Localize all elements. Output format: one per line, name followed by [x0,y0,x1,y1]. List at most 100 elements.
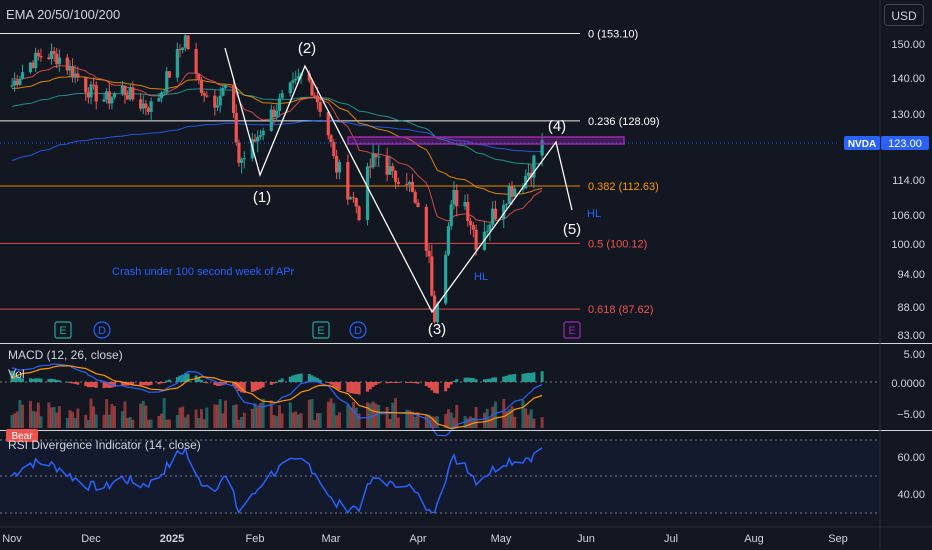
volume-bar[interactable] [318,413,322,428]
candle-body[interactable] [47,57,51,59]
candle-body[interactable] [18,79,22,85]
macd-histogram-bar[interactable] [371,382,375,387]
macd-histogram-bar[interactable] [463,377,467,382]
macd-histogram-bar[interactable] [21,378,25,382]
candle-body[interactable] [197,73,201,80]
macd-histogram-bar[interactable] [491,377,495,382]
macd-histogram-bar[interactable] [178,375,182,382]
macd-histogram-bar[interactable] [377,382,381,384]
volume-bar[interactable] [256,407,260,428]
volume-bar[interactable] [28,400,32,428]
volume-bar[interactable] [36,402,40,428]
candle-body[interactable] [120,85,124,94]
volume-bar[interactable] [299,413,303,428]
volume-bar[interactable] [446,409,450,428]
candle-body[interactable] [468,220,473,226]
volume-bar[interactable] [253,403,257,428]
volume-bar[interactable] [65,417,69,428]
candle-body[interactable] [346,162,350,200]
candle-body[interactable] [13,80,17,86]
macd-histogram-bar[interactable] [65,381,69,383]
volume-bar[interactable] [73,418,77,428]
volume-bar[interactable] [34,411,38,428]
macd-histogram-bar[interactable] [183,373,187,382]
macd-histogram-bar[interactable] [256,382,260,390]
candle-body[interactable] [485,231,489,233]
volume-bar[interactable] [269,400,273,428]
volume-bar[interactable] [524,408,528,428]
macd-histogram-bar[interactable] [55,380,59,382]
candle-body[interactable] [107,91,111,104]
candle-body[interactable] [474,229,478,250]
candle-body[interactable] [261,130,265,136]
macd-histogram-bar[interactable] [92,382,96,388]
volume-bar[interactable] [351,402,355,428]
candle-body[interactable] [277,98,282,111]
volume-bar[interactable] [332,403,336,428]
volume-bar[interactable] [55,412,59,428]
dividend-marker[interactable] [349,321,367,339]
candle-body[interactable] [178,49,182,51]
macd-histogram-bar[interactable] [149,382,153,385]
volume-bar[interactable] [242,412,246,428]
candle-body[interactable] [234,113,238,143]
volume-bar[interactable] [175,415,179,428]
candle-body[interactable] [175,49,179,78]
candle-body[interactable] [310,80,314,96]
volume-bar[interactable] [405,409,409,428]
candle-body[interactable] [318,102,322,112]
macd-histogram-bar[interactable] [275,381,279,383]
candle-body[interactable] [49,51,54,59]
macd-pane[interactable] [0,363,880,437]
volume-bar[interactable] [221,413,225,428]
volume-bar[interactable] [433,416,437,428]
indicator-title[interactable]: EMA 20/50/100/200 [6,7,121,22]
candle-body[interactable] [70,66,75,78]
macd-histogram-bar[interactable] [315,378,319,382]
volume-bar[interactable] [502,399,506,428]
macd-histogram-bar[interactable] [368,382,372,390]
candle-body[interactable] [215,105,220,108]
candle-body[interactable] [157,98,161,102]
candle-body[interactable] [28,62,33,73]
volume-bar[interactable] [391,402,395,428]
macd-histogram-bar[interactable] [123,382,127,386]
candle-body[interactable] [446,226,451,255]
candle-body[interactable] [272,109,276,118]
volume-bar[interactable] [371,401,375,428]
candle-body[interactable] [55,53,59,65]
candle-body[interactable] [307,73,311,81]
volume-bar[interactable] [197,417,201,428]
volume-bar[interactable] [413,416,417,428]
candle-body[interactable] [218,95,222,106]
macd-histogram-bar[interactable] [113,382,117,387]
macd-histogram-bar[interactable] [374,382,378,385]
volume-bar[interactable] [310,399,314,428]
macd-histogram-bar[interactable] [307,373,311,382]
volume-bar[interactable] [455,404,459,428]
volume-bar[interactable] [396,417,400,428]
candle-body[interactable] [159,92,164,99]
ema50-line[interactable] [11,75,543,195]
macd-histogram-bar[interactable] [540,371,544,382]
candle-body[interactable] [291,80,295,83]
volume-bar[interactable] [349,407,353,428]
volume-bar[interactable] [144,405,148,428]
volume-bar[interactable] [218,399,222,428]
candle-body[interactable] [296,76,301,79]
macd-histogram-bar[interactable] [299,373,303,382]
candle-body[interactable] [162,91,166,93]
macd-histogram-bar[interactable] [213,382,217,385]
candle-body[interactable] [256,136,260,142]
macd-histogram-bar[interactable] [504,375,508,382]
volume-bar[interactable] [526,414,530,428]
macd-histogram-bar[interactable] [474,379,478,382]
macd-histogram-bar[interactable] [365,382,369,392]
candle-body[interactable] [452,189,456,205]
macd-histogram-bar[interactable] [240,382,244,393]
volume-bar[interactable] [529,409,533,428]
macd-histogram-bar[interactable] [410,382,414,383]
volume-bar[interactable] [261,398,265,428]
candle-body[interactable] [424,206,428,251]
macd-histogram-bar[interactable] [280,378,284,382]
